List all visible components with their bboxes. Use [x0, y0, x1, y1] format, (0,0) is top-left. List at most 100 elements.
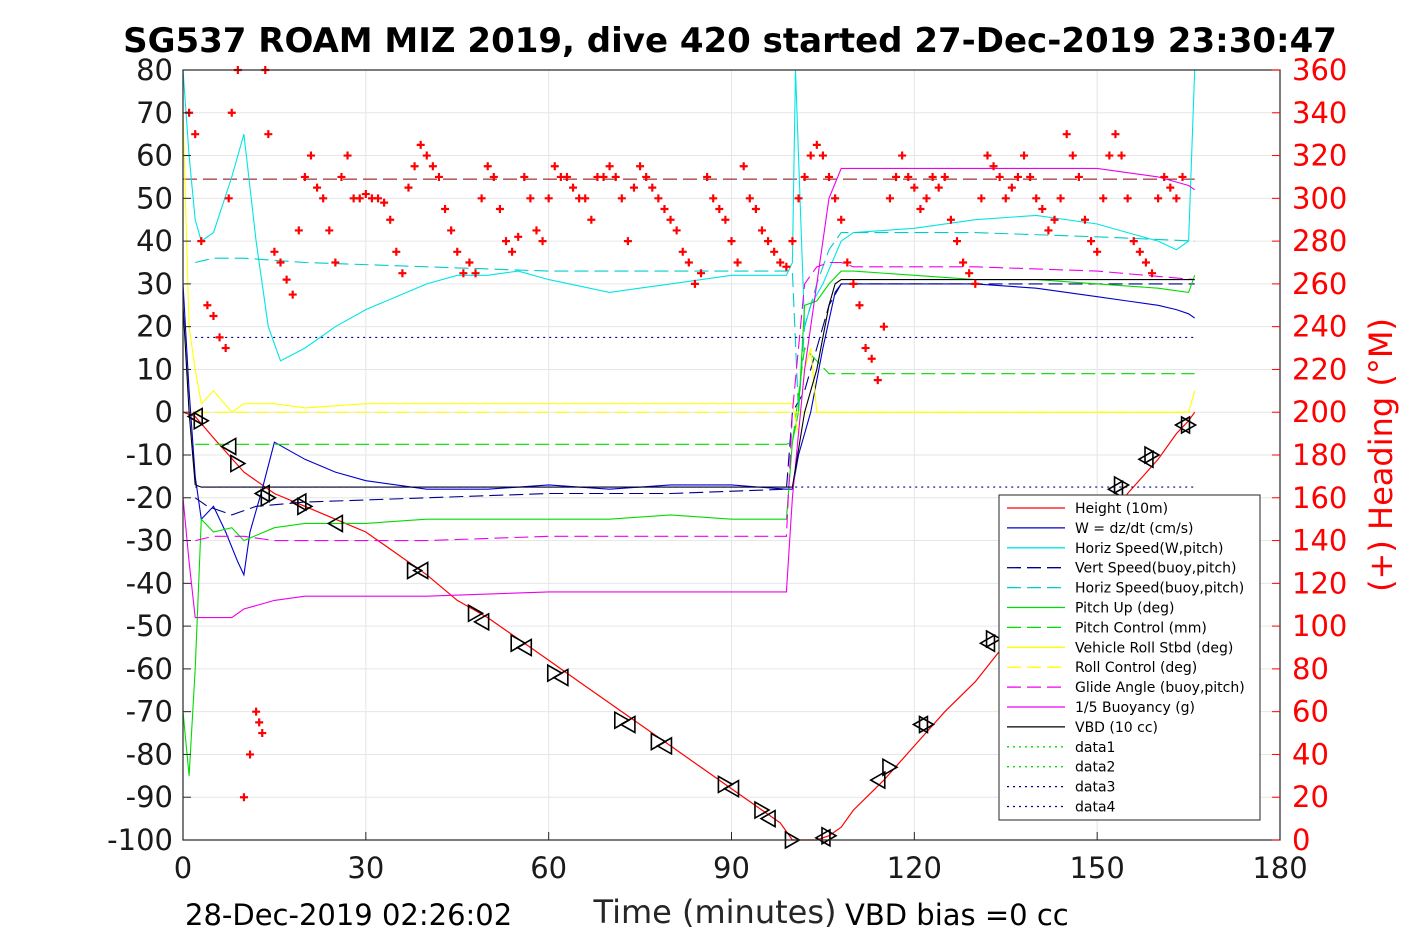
heading-point	[831, 194, 840, 203]
heading-point	[782, 262, 791, 271]
series-layer	[182, 69, 1196, 841]
heading-point	[404, 183, 413, 192]
y-right-tick-label: 100	[1292, 609, 1347, 643]
heading-point	[697, 269, 706, 278]
y-left-tick-label: 50	[136, 181, 173, 215]
dive-marker	[918, 715, 936, 734]
heading-point	[721, 215, 730, 224]
y-right-tick-label: 320	[1292, 139, 1347, 173]
dive-marker	[869, 770, 886, 790]
y-right-tick-label: 40	[1292, 737, 1329, 771]
heading-point	[922, 194, 931, 203]
dive-marker	[552, 668, 569, 687]
dive-marker	[467, 603, 485, 623]
heading-point	[751, 205, 760, 214]
heading-point	[447, 226, 456, 235]
heading-point	[946, 215, 955, 224]
heading-point	[733, 258, 742, 267]
heading-point	[818, 151, 827, 160]
dive-marker	[406, 561, 424, 580]
heading-point	[867, 354, 876, 363]
heading-point	[276, 258, 285, 267]
dive-marker	[515, 638, 533, 657]
heading-point	[843, 258, 852, 267]
dive-marker	[1144, 445, 1161, 465]
heading-point	[1178, 172, 1187, 181]
heading-point	[337, 172, 346, 181]
dive-marker	[220, 437, 237, 456]
footer-timestamp: 28-Dec-2019 02:26:02	[185, 898, 512, 932]
heading-point	[940, 172, 949, 181]
heading-point	[459, 269, 468, 278]
heading-point	[611, 172, 620, 181]
heading-point	[532, 226, 541, 235]
y-right-tick-label: 0	[1292, 823, 1310, 857]
dive-marker-layer	[186, 407, 1198, 850]
heading-point	[380, 198, 389, 207]
y-left-tick-label: -30	[126, 524, 173, 558]
legend-entry: data4	[1075, 800, 1116, 816]
heading-point	[666, 215, 675, 224]
dive-marker	[722, 779, 740, 799]
heading-point	[605, 162, 614, 171]
heading-point	[538, 237, 547, 246]
legend-entry: W = dz/dt (cm/s)	[1075, 521, 1194, 537]
heading-point	[1135, 247, 1144, 256]
heading-point	[252, 707, 261, 716]
heading-point	[989, 162, 998, 171]
y-axis-right-label: (+) Heading (°M)	[1362, 318, 1400, 592]
y-right-tick-label: 180	[1292, 438, 1347, 472]
y-left-tick-label: 30	[136, 267, 173, 301]
heading-point	[398, 269, 407, 278]
heading-point	[1044, 226, 1053, 235]
heading-point	[203, 301, 212, 310]
dive-marker	[985, 629, 1003, 649]
x-tick-label: 30	[347, 851, 384, 885]
heading-point	[910, 183, 919, 192]
y-right-tick-label: 340	[1292, 96, 1347, 130]
heading-point	[654, 194, 663, 203]
heading-point	[1172, 194, 1181, 203]
legend-entry: data2	[1075, 760, 1115, 776]
heading-point	[374, 194, 383, 203]
heading-point	[770, 247, 779, 256]
y-left-tick-label: 70	[136, 96, 173, 130]
heading-point	[983, 151, 992, 160]
heading-point	[952, 237, 961, 246]
heading-point	[416, 140, 425, 149]
y-left-tick-label: -70	[126, 695, 173, 729]
legend-entry: Height (10m)	[1075, 501, 1168, 517]
y-left-tick-label: 40	[136, 224, 173, 258]
heading-point	[885, 194, 894, 203]
heading-point	[508, 247, 517, 256]
heading-point	[825, 172, 834, 181]
heading-point	[1141, 258, 1150, 267]
heading-point	[660, 205, 669, 214]
heading-point	[483, 162, 492, 171]
y-right-tick-label: 140	[1292, 524, 1347, 558]
heading-point	[971, 279, 980, 288]
heading-point	[898, 151, 907, 160]
heading-point	[629, 183, 638, 192]
heading-point	[678, 247, 687, 256]
x-tick-label: 90	[713, 851, 750, 885]
heading-point	[1074, 172, 1083, 181]
heading-point	[684, 258, 693, 267]
heading-point	[343, 151, 352, 160]
heading-point	[224, 194, 233, 203]
heading-point	[623, 237, 632, 246]
heading-point	[1087, 237, 1096, 246]
heading-point	[873, 376, 882, 385]
legend-entry: Pitch Up (deg)	[1075, 601, 1174, 617]
dive-marker	[619, 715, 636, 734]
dive-marker	[754, 800, 771, 820]
y-left-tick-label: -90	[126, 780, 173, 814]
y-left-tick-label: 20	[136, 310, 173, 344]
heading-point	[794, 194, 803, 203]
heading-point	[1099, 194, 1108, 203]
legend: Height (10m) W = dz/dt (cm/s) Horiz Speed(…	[998, 494, 1261, 821]
heading-point	[995, 172, 1004, 181]
heading-point	[1050, 215, 1059, 224]
heading-point	[800, 172, 809, 181]
heading-point	[514, 232, 523, 241]
